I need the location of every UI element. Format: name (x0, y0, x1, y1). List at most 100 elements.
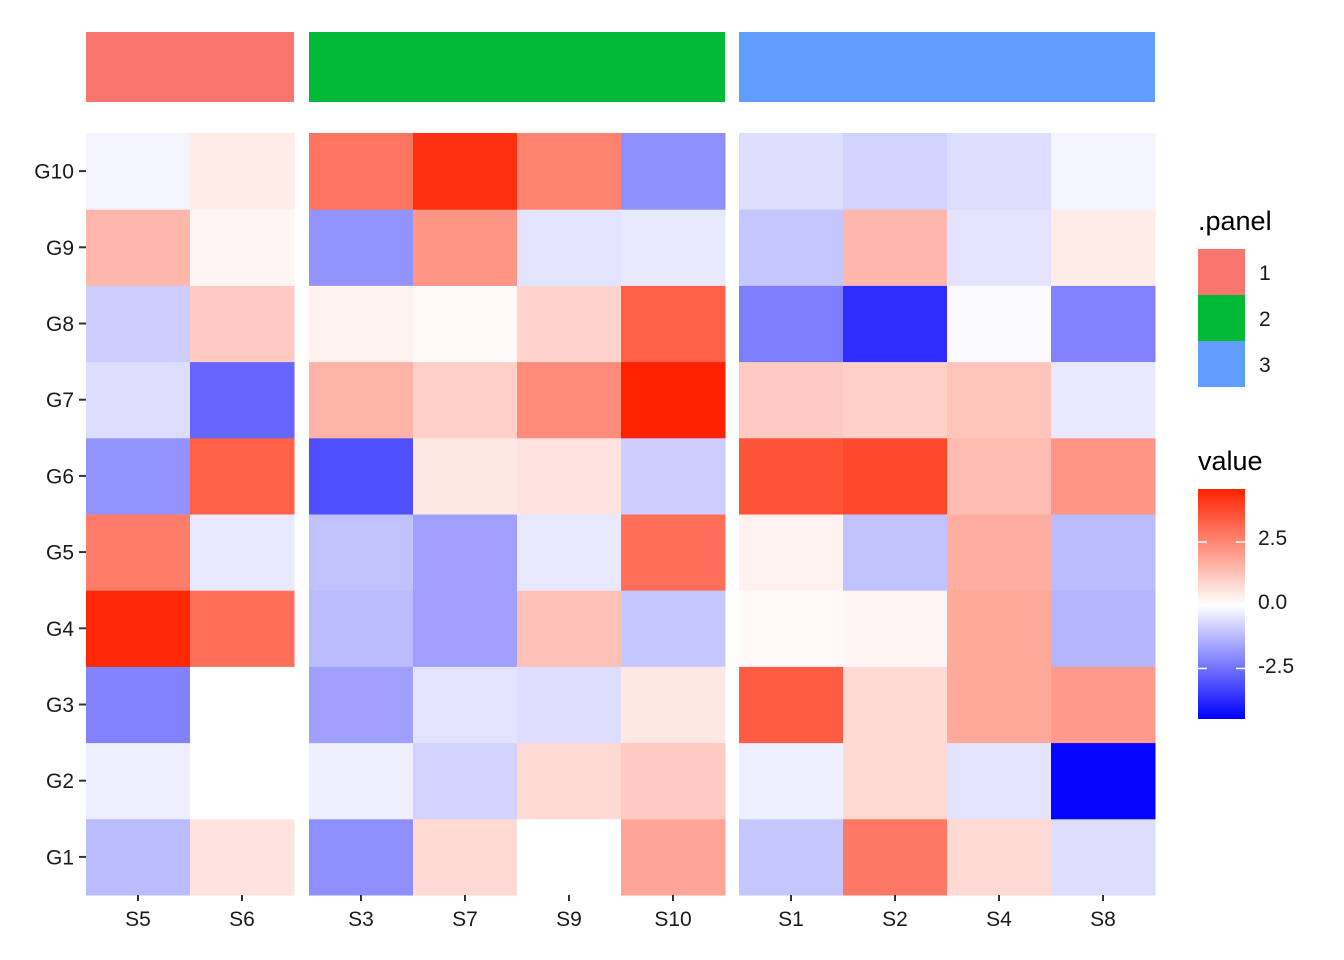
heat-cell-G9-S8 (1051, 209, 1156, 286)
heat-cell-G2-S5 (86, 742, 191, 820)
y-tick-label-G7: G7 (46, 389, 74, 412)
heat-cell-G2-S4 (947, 742, 1052, 820)
heat-cell-G4-S10 (621, 590, 726, 667)
x-tick-label-S9: S9 (556, 908, 582, 931)
heat-cell-G2-S9 (517, 742, 622, 820)
heat-cell-G9-S4 (947, 209, 1052, 286)
heat-cell-G8-S10 (621, 285, 726, 363)
panel-legend-key-2 (1198, 295, 1245, 341)
heat-cell-G6-S6 (190, 437, 295, 515)
heat-cell-G8-S2 (843, 285, 948, 363)
heat-cell-G3-S5 (86, 666, 191, 744)
heat-cell-G1-S2 (843, 818, 948, 896)
heat-cell-G4-S8 (1051, 590, 1156, 667)
heat-cell-G7-S10 (621, 361, 726, 439)
heat-cell-G1-S3 (309, 818, 414, 896)
value-legend-ticks (1198, 541, 1245, 670)
x-tick-label-S8: S8 (1090, 908, 1116, 931)
x-tick-label-S4: S4 (986, 908, 1012, 931)
heat-cell-G1-S1 (739, 818, 844, 896)
heat-cell-G5-S10 (621, 514, 726, 591)
heat-cell-G4-S3 (309, 590, 414, 667)
heat-cell-G6-S9 (517, 437, 622, 515)
heat-cell-G10-S7 (413, 133, 518, 210)
heat-cell-G3-S7 (413, 666, 518, 744)
heat-cell-G3-S10 (621, 666, 726, 744)
y-tick-label-G5: G5 (46, 542, 74, 565)
heat-cell-G2-S2 (843, 742, 948, 820)
heat-cell-G6-S4 (947, 437, 1052, 515)
heat-cell-G10-S10 (621, 133, 726, 210)
heat-cell-G10-S4 (947, 133, 1052, 210)
heat-cell-G4-S1 (739, 590, 844, 667)
heat-cell-G6-S2 (843, 437, 948, 515)
heat-cell-G8-S3 (309, 285, 414, 363)
heat-cell-G7-S6 (190, 361, 295, 439)
heat-cell-G3-S6 (190, 666, 295, 744)
heat-cell-G9-S3 (309, 209, 414, 286)
heat-cell-G8-S8 (1051, 285, 1156, 363)
heat-cell-G5-S9 (517, 514, 622, 591)
heat-cell-G5-S3 (309, 514, 414, 591)
heat-cell-G7-S2 (843, 361, 948, 439)
value-legend-title: value (1198, 446, 1263, 476)
heat-cell-G4-S6 (190, 590, 295, 667)
heat-cell-G6-S3 (309, 437, 414, 515)
panel-legend-label-3: 3 (1259, 354, 1271, 377)
heat-cell-G7-S1 (739, 361, 844, 439)
heat-cell-G5-S2 (843, 514, 948, 591)
heat-cell-G5-S5 (86, 514, 191, 591)
x-tick-label-S2: S2 (882, 908, 908, 931)
heat-cell-G10-S3 (309, 133, 414, 210)
heat-cell-G10-S6 (190, 133, 295, 210)
heat-cell-G4-S9 (517, 590, 622, 667)
x-tick-label-S1: S1 (778, 908, 804, 931)
heat-cell-G6-S8 (1051, 437, 1156, 515)
heat-cell-G10-S5 (86, 133, 191, 210)
x-tick-label-S7: S7 (452, 908, 478, 931)
panel-legend-key-3 (1198, 341, 1245, 387)
x-tick-label-S6: S6 (229, 908, 255, 931)
heat-cell-G1-S7 (413, 818, 518, 896)
heat-cell-G6-S10 (621, 437, 726, 515)
heat-cell-G9-S9 (517, 209, 622, 286)
y-tick-label-G1: G1 (46, 846, 74, 869)
heat-cell-G8-S6 (190, 285, 295, 363)
heat-cell-G1-S9 (517, 818, 622, 896)
heat-cell-G8-S1 (739, 285, 844, 363)
y-tick-label-G3: G3 (46, 694, 74, 717)
heat-cell-G1-S10 (621, 818, 726, 896)
y-tick-label-G9: G9 (46, 237, 74, 260)
heat-cell-G5-S1 (739, 514, 844, 591)
heat-cell-G5-S4 (947, 514, 1052, 591)
panel-strip-2 (309, 32, 725, 102)
x-axis: S5 S6 S3 S7 S9 S10 S1 S2 S4 S8 (125, 895, 1116, 931)
heat-cell-G8-S4 (947, 285, 1052, 363)
x-tick-label-S10: S10 (654, 908, 691, 931)
value-legend-label-low: -2.5 (1258, 655, 1294, 678)
heat-cell-G5-S6 (190, 514, 295, 591)
heat-cell-G6-S5 (86, 437, 191, 515)
heat-cell-G7-S4 (947, 361, 1052, 439)
heat-cell-G10-S9 (517, 133, 622, 210)
heat-cell-G10-S8 (1051, 133, 1156, 210)
heat-cell-G2-S8 (1051, 742, 1156, 820)
heat-cell-G9-S10 (621, 209, 726, 286)
y-axis: G1 G2 G3 G4 G5 G6 G7 G8 G9 G10 (34, 161, 86, 869)
heat-cell-G3-S2 (843, 666, 948, 744)
heat-cell-G4-S4 (947, 590, 1052, 667)
y-tick-label-G6: G6 (46, 465, 74, 488)
heat-cell-G7-S7 (413, 361, 518, 439)
heat-cell-G2-S1 (739, 742, 844, 820)
heat-cell-G4-S5 (86, 590, 191, 667)
value-legend-label-mid: 0.0 (1258, 591, 1287, 614)
y-tick-label-G10: G10 (34, 161, 74, 184)
heat-cell-G9-S5 (86, 209, 191, 286)
heat-cell-G3-S4 (947, 666, 1052, 744)
heat-cell-G2-S6 (190, 742, 295, 820)
x-tick-label-S5: S5 (125, 908, 151, 931)
heat-cell-G3-S1 (739, 666, 844, 744)
heat-cell-G3-S3 (309, 666, 414, 744)
value-colorbar (1198, 489, 1245, 719)
